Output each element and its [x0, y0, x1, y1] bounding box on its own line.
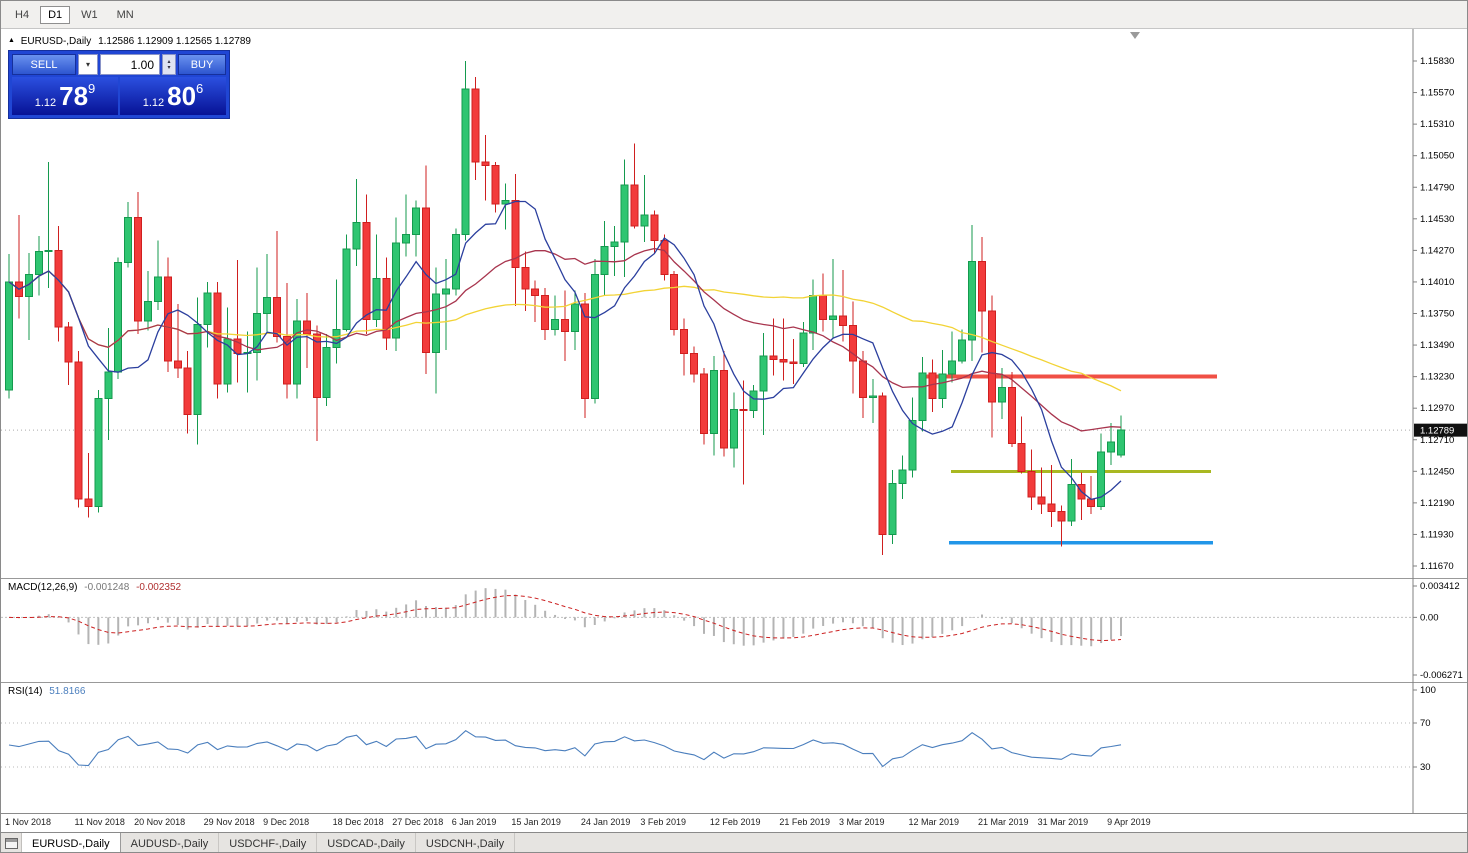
- date-tick: 27 Dec 2018: [392, 817, 444, 827]
- sell-button[interactable]: SELL: [12, 54, 76, 75]
- date-tick: 20 Nov 2018: [134, 817, 186, 827]
- svg-text:1.15830: 1.15830: [1420, 56, 1454, 67]
- timeframe-mn[interactable]: MN: [109, 6, 142, 24]
- stepper-down-icon: ▾: [167, 64, 171, 71]
- svg-text:70: 70: [1420, 718, 1431, 729]
- chart-tab-usdcad[interactable]: USDCAD-,Daily: [317, 833, 416, 852]
- buy-price-big: 80: [167, 81, 197, 111]
- svg-text:1.14790: 1.14790: [1420, 182, 1454, 193]
- chart-tab-audusd[interactable]: AUDUSD-,Daily: [121, 833, 220, 852]
- date-tick: 15 Jan 2019: [511, 817, 561, 827]
- chart-tab-eurusd[interactable]: EURUSD-,Daily: [22, 833, 121, 852]
- macd-signal-value: -0.002352: [136, 582, 182, 593]
- svg-text:1.11930: 1.11930: [1420, 529, 1454, 540]
- rsi-name: RSI(14): [8, 686, 43, 697]
- svg-text:1.14530: 1.14530: [1420, 214, 1454, 225]
- window-icon: [4, 838, 18, 849]
- chevron-down-icon: ▾: [85, 60, 90, 69]
- svg-text:1.14270: 1.14270: [1420, 245, 1454, 256]
- svg-text:1.12789: 1.12789: [1420, 426, 1454, 437]
- date-tick: 11 Nov 2018: [74, 817, 125, 827]
- macd-name: MACD(12,26,9): [8, 582, 78, 593]
- volume-dropdown[interactable]: ▾: [78, 54, 98, 75]
- time-axis[interactable]: 1 Nov 2018 11 Nov 2018 20 Nov 2018 29 Nov 2…: [1, 813, 1467, 832]
- svg-text:1.15570: 1.15570: [1420, 88, 1454, 99]
- timeframe-toolbar: H4 D1 W1 MN: [1, 1, 1467, 29]
- date-tick: 12 Feb 2019: [709, 817, 761, 827]
- svg-text:1.13490: 1.13490: [1420, 340, 1454, 351]
- date-tick: 24 Jan 2019: [580, 817, 631, 827]
- timeframe-d1[interactable]: D1: [40, 6, 71, 24]
- svg-text:0.00: 0.00: [1420, 612, 1439, 623]
- macd-label: MACD(12,26,9) -0.001248 -0.002352: [8, 582, 181, 593]
- sell-price-big: 78: [59, 81, 89, 111]
- rsi-label: RSI(14) 51.8166: [8, 686, 85, 697]
- svg-text:100: 100: [1420, 685, 1436, 696]
- svg-text:0.003412: 0.003412: [1420, 581, 1460, 592]
- svg-text:30: 30: [1420, 762, 1431, 773]
- chart-window[interactable]: 1.15830 1.15570 1.15310 1.15050 1.14790 1.145…: [1, 29, 1467, 832]
- date-tick: 12 Mar 2019: [908, 817, 960, 827]
- chart-shift-marker-icon[interactable]: [1130, 32, 1140, 39]
- macd-pane[interactable]: 0.003412 0.00 -0.006271 MACD(12,26,9) -0.0…: [1, 578, 1467, 682]
- symbol-arrow-icon: ▲: [8, 37, 15, 44]
- svg-text:1.13230: 1.13230: [1420, 372, 1454, 383]
- svg-text:1.15310: 1.15310: [1420, 119, 1454, 130]
- buy-price-sup: 6: [196, 81, 204, 96]
- date-tick: 3 Feb 2019: [640, 817, 686, 827]
- date-tick: 9 Dec 2018: [263, 817, 310, 827]
- stepper-up-icon: ▴: [167, 58, 171, 65]
- date-tick: 3 Mar 2019: [839, 817, 885, 827]
- chart-title-symbol: EURUSD-,Daily: [20, 36, 92, 47]
- svg-text:1.13750: 1.13750: [1420, 309, 1454, 320]
- chart-title: ▲ EURUSD-,Daily 1.12586 1.12909 1.12565 …: [8, 36, 251, 47]
- chart-tab-usdchf[interactable]: USDCHF-,Daily: [219, 833, 318, 852]
- rsi-value: 51.8166: [49, 686, 86, 697]
- one-click-trading-panel: SELL ▾ 1.00 ▴ ▾ BUY 1.12 78 9: [9, 51, 229, 118]
- candlestick-chart[interactable]: 1.15830 1.15570 1.15310 1.15050 1.14790 1.145…: [1, 29, 1468, 578]
- date-tick: 6 Jan 2019: [451, 817, 497, 827]
- chart-title-ohlc: 1.12586 1.12909 1.12565 1.12789: [98, 36, 251, 47]
- svg-text:-0.006271: -0.006271: [1420, 670, 1463, 681]
- buy-price-prefix: 1.12: [142, 97, 165, 109]
- macd-chart[interactable]: 0.003412 0.00 -0.006271: [1, 578, 1468, 682]
- date-tick: 18 Dec 2018: [332, 817, 384, 827]
- svg-text:1.12190: 1.12190: [1420, 498, 1454, 509]
- tab-list-icon[interactable]: [1, 833, 22, 852]
- buy-button[interactable]: BUY: [178, 54, 226, 75]
- sell-price-sup: 9: [88, 81, 96, 96]
- rsi-chart[interactable]: 100 70 30: [1, 682, 1468, 813]
- price-pane[interactable]: 1.15830 1.15570 1.15310 1.15050 1.14790 1.145…: [1, 29, 1467, 578]
- timeframe-buttons: H4 D1 W1 MN: [7, 5, 145, 24]
- sell-price-button[interactable]: 1.12 78 9: [12, 77, 118, 115]
- svg-text:1.11670: 1.11670: [1420, 561, 1454, 572]
- chart-tabs-bar: EURUSD-,Daily AUDUSD-,Daily USDCHF-,Daily U…: [1, 832, 1467, 852]
- macd-main-value: -0.001248: [84, 582, 130, 593]
- svg-text:1.12450: 1.12450: [1420, 466, 1454, 477]
- timeframe-h4[interactable]: H4: [7, 6, 37, 24]
- svg-text:1.12710: 1.12710: [1420, 435, 1454, 446]
- rsi-pane[interactable]: 100 70 30 RSI(14) 51.8166: [1, 682, 1467, 813]
- buy-price-button[interactable]: 1.12 80 6: [120, 77, 226, 115]
- date-tick: 31 Mar 2019: [1037, 817, 1089, 827]
- volume-stepper[interactable]: ▴ ▾: [162, 54, 176, 75]
- sell-price-prefix: 1.12: [34, 97, 57, 109]
- svg-text:1.12970: 1.12970: [1420, 403, 1454, 414]
- timeframe-w1[interactable]: W1: [73, 6, 106, 24]
- date-tick: 21 Mar 2019: [978, 817, 1029, 827]
- svg-text:1.15050: 1.15050: [1420, 151, 1454, 162]
- chart-tab-usdcnh[interactable]: USDCNH-,Daily: [416, 833, 516, 852]
- svg-text:1.14010: 1.14010: [1420, 277, 1454, 288]
- volume-input[interactable]: 1.00: [100, 54, 160, 75]
- date-tick: 29 Nov 2018: [203, 817, 255, 827]
- date-tick: 9 Apr 2019: [1107, 817, 1151, 827]
- date-tick: 21 Feb 2019: [779, 817, 830, 827]
- chart-tabs: EURUSD-,Daily AUDUSD-,Daily USDCHF-,Daily U…: [22, 833, 516, 852]
- date-tick: 1 Nov 2018: [5, 817, 52, 827]
